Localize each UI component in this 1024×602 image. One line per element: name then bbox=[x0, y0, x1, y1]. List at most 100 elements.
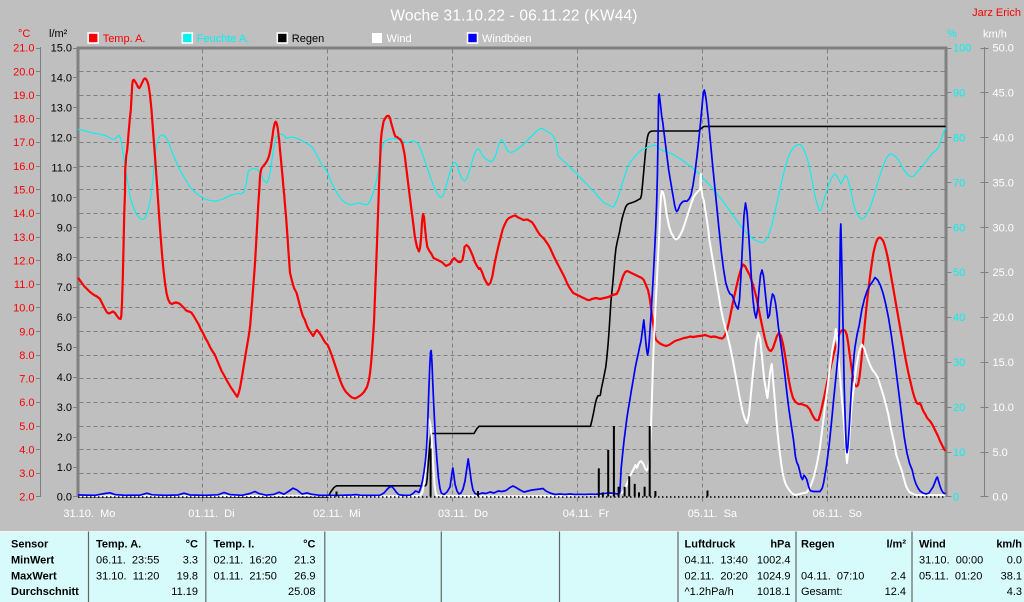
svg-text:14.0: 14.0 bbox=[13, 208, 34, 220]
svg-text:7.0: 7.0 bbox=[57, 282, 72, 294]
svg-text:Jarz Erich: Jarz Erich bbox=[972, 7, 1021, 19]
svg-text:l/m²: l/m² bbox=[49, 28, 68, 40]
svg-text:31.10. 00:00: 31.10. 00:00 bbox=[919, 554, 983, 566]
svg-text:Windböen: Windböen bbox=[482, 33, 532, 45]
svg-text:3.3: 3.3 bbox=[183, 554, 198, 566]
svg-text:04.11. Fr: 04.11. Fr bbox=[563, 508, 610, 520]
svg-text:50.0: 50.0 bbox=[993, 43, 1014, 55]
svg-text:17.0: 17.0 bbox=[13, 137, 34, 149]
svg-text:14.0: 14.0 bbox=[51, 73, 72, 85]
svg-text:4.3: 4.3 bbox=[1007, 586, 1022, 598]
svg-text:12.4: 12.4 bbox=[885, 586, 906, 598]
svg-text:Regen: Regen bbox=[292, 33, 324, 45]
svg-text:0.0: 0.0 bbox=[57, 492, 72, 504]
svg-text:7.0: 7.0 bbox=[19, 374, 34, 386]
svg-text:%: % bbox=[947, 28, 957, 40]
svg-text:05.11. Sa: 05.11. Sa bbox=[688, 508, 738, 520]
svg-text:30.0: 30.0 bbox=[993, 222, 1014, 234]
svg-text:70: 70 bbox=[953, 177, 965, 189]
svg-text:06.11. 23:55: 06.11. 23:55 bbox=[96, 554, 159, 566]
svg-text:Sensor: Sensor bbox=[11, 539, 49, 551]
svg-text:100: 100 bbox=[953, 43, 971, 55]
svg-text:31.10. Mo: 31.10. Mo bbox=[63, 508, 115, 520]
svg-text:10: 10 bbox=[953, 447, 965, 459]
svg-text:30: 30 bbox=[953, 357, 965, 369]
svg-text:05.11. 01:20: 05.11. 01:20 bbox=[919, 570, 982, 582]
svg-text:21.3: 21.3 bbox=[294, 554, 315, 566]
svg-text:20.0: 20.0 bbox=[13, 66, 34, 78]
svg-text:9.0: 9.0 bbox=[57, 222, 72, 234]
svg-text:80: 80 bbox=[953, 133, 965, 145]
svg-text:21.0: 21.0 bbox=[13, 43, 34, 55]
svg-text:Feuchte A.: Feuchte A. bbox=[197, 33, 250, 45]
svg-text:26.9: 26.9 bbox=[294, 570, 315, 582]
svg-text:45.0: 45.0 bbox=[993, 88, 1014, 100]
svg-text:15.0: 15.0 bbox=[993, 357, 1014, 369]
svg-text:15.0: 15.0 bbox=[13, 185, 34, 197]
svg-text:^1.2hPa/h: ^1.2hPa/h bbox=[685, 586, 734, 598]
svg-text:MaxWert: MaxWert bbox=[11, 570, 57, 582]
svg-text:25.0: 25.0 bbox=[993, 267, 1014, 279]
svg-text:40: 40 bbox=[953, 312, 965, 324]
svg-text:Temp. I.: Temp. I. bbox=[214, 539, 255, 551]
svg-text:6.0: 6.0 bbox=[19, 397, 34, 409]
svg-text:13.0: 13.0 bbox=[51, 103, 72, 115]
svg-text:5.0: 5.0 bbox=[19, 421, 34, 433]
svg-text:06.11. So: 06.11. So bbox=[813, 508, 862, 520]
svg-text:16.0: 16.0 bbox=[13, 161, 34, 173]
svg-text:4.0: 4.0 bbox=[19, 444, 34, 456]
svg-text:°C: °C bbox=[186, 539, 198, 551]
svg-text:10.0: 10.0 bbox=[993, 402, 1014, 414]
svg-text:5.0: 5.0 bbox=[57, 342, 72, 354]
svg-text:19.8: 19.8 bbox=[177, 570, 198, 582]
svg-text:38.1: 38.1 bbox=[1001, 570, 1022, 582]
svg-text:9.0: 9.0 bbox=[19, 326, 34, 338]
svg-text:18.0: 18.0 bbox=[13, 114, 34, 126]
svg-text:20: 20 bbox=[953, 402, 965, 414]
svg-text:2.4: 2.4 bbox=[891, 570, 906, 582]
svg-text:hPa: hPa bbox=[770, 539, 791, 551]
svg-text:13.0: 13.0 bbox=[13, 232, 34, 244]
svg-text:0.0: 0.0 bbox=[1007, 554, 1022, 566]
svg-text:04.11. 13:40: 04.11. 13:40 bbox=[685, 554, 748, 566]
svg-text:01.11. 21:50: 01.11. 21:50 bbox=[214, 570, 277, 582]
svg-text:0.0: 0.0 bbox=[993, 492, 1008, 504]
svg-text:km/h: km/h bbox=[996, 539, 1022, 551]
svg-text:Wind: Wind bbox=[387, 33, 412, 45]
svg-text:10.0: 10.0 bbox=[51, 192, 72, 204]
svg-text:12.0: 12.0 bbox=[51, 133, 72, 145]
svg-text:3.0: 3.0 bbox=[19, 468, 34, 480]
svg-text:2.0: 2.0 bbox=[57, 432, 72, 444]
svg-text:35.0: 35.0 bbox=[993, 177, 1014, 189]
svg-text:°C: °C bbox=[18, 28, 30, 40]
svg-text:Wind: Wind bbox=[919, 539, 946, 551]
svg-text:Gesamt:: Gesamt: bbox=[801, 586, 843, 598]
svg-text:03.11. Do: 03.11. Do bbox=[438, 508, 488, 520]
svg-text:Durchschnitt: Durchschnitt bbox=[11, 586, 79, 598]
svg-text:25.08: 25.08 bbox=[288, 586, 316, 598]
svg-text:Temp. A.: Temp. A. bbox=[103, 33, 146, 45]
svg-text:Luftdruck: Luftdruck bbox=[685, 539, 737, 551]
svg-text:1002.4: 1002.4 bbox=[757, 554, 791, 566]
svg-text:01.11. Di: 01.11. Di bbox=[188, 508, 234, 520]
svg-text:10.0: 10.0 bbox=[13, 303, 34, 315]
svg-text:Woche 31.10.22 - 06.11.22 (KW4: Woche 31.10.22 - 06.11.22 (KW44) bbox=[390, 8, 637, 25]
svg-text:31.10. 11:20: 31.10. 11:20 bbox=[96, 570, 159, 582]
svg-text:02.11. Mi: 02.11. Mi bbox=[313, 508, 361, 520]
svg-text:15.0: 15.0 bbox=[51, 43, 72, 55]
svg-text:3.0: 3.0 bbox=[57, 402, 72, 414]
svg-text:02.11. 20:20: 02.11. 20:20 bbox=[685, 570, 748, 582]
svg-text:MinWert: MinWert bbox=[11, 554, 55, 566]
svg-text:11.0: 11.0 bbox=[51, 162, 72, 174]
svg-text:90: 90 bbox=[953, 88, 965, 100]
svg-text:19.0: 19.0 bbox=[13, 90, 34, 102]
svg-text:8.0: 8.0 bbox=[57, 252, 72, 264]
svg-text:1.0: 1.0 bbox=[57, 462, 72, 474]
svg-text:50: 50 bbox=[953, 267, 965, 279]
svg-text:Regen: Regen bbox=[801, 539, 835, 551]
svg-text:Temp. A.: Temp. A. bbox=[96, 539, 141, 551]
svg-text:04.11. 07:10: 04.11. 07:10 bbox=[801, 570, 864, 582]
svg-text:°C: °C bbox=[303, 539, 315, 551]
svg-text:02.11. 16:20: 02.11. 16:20 bbox=[214, 554, 277, 566]
svg-text:km/h: km/h bbox=[983, 29, 1007, 41]
